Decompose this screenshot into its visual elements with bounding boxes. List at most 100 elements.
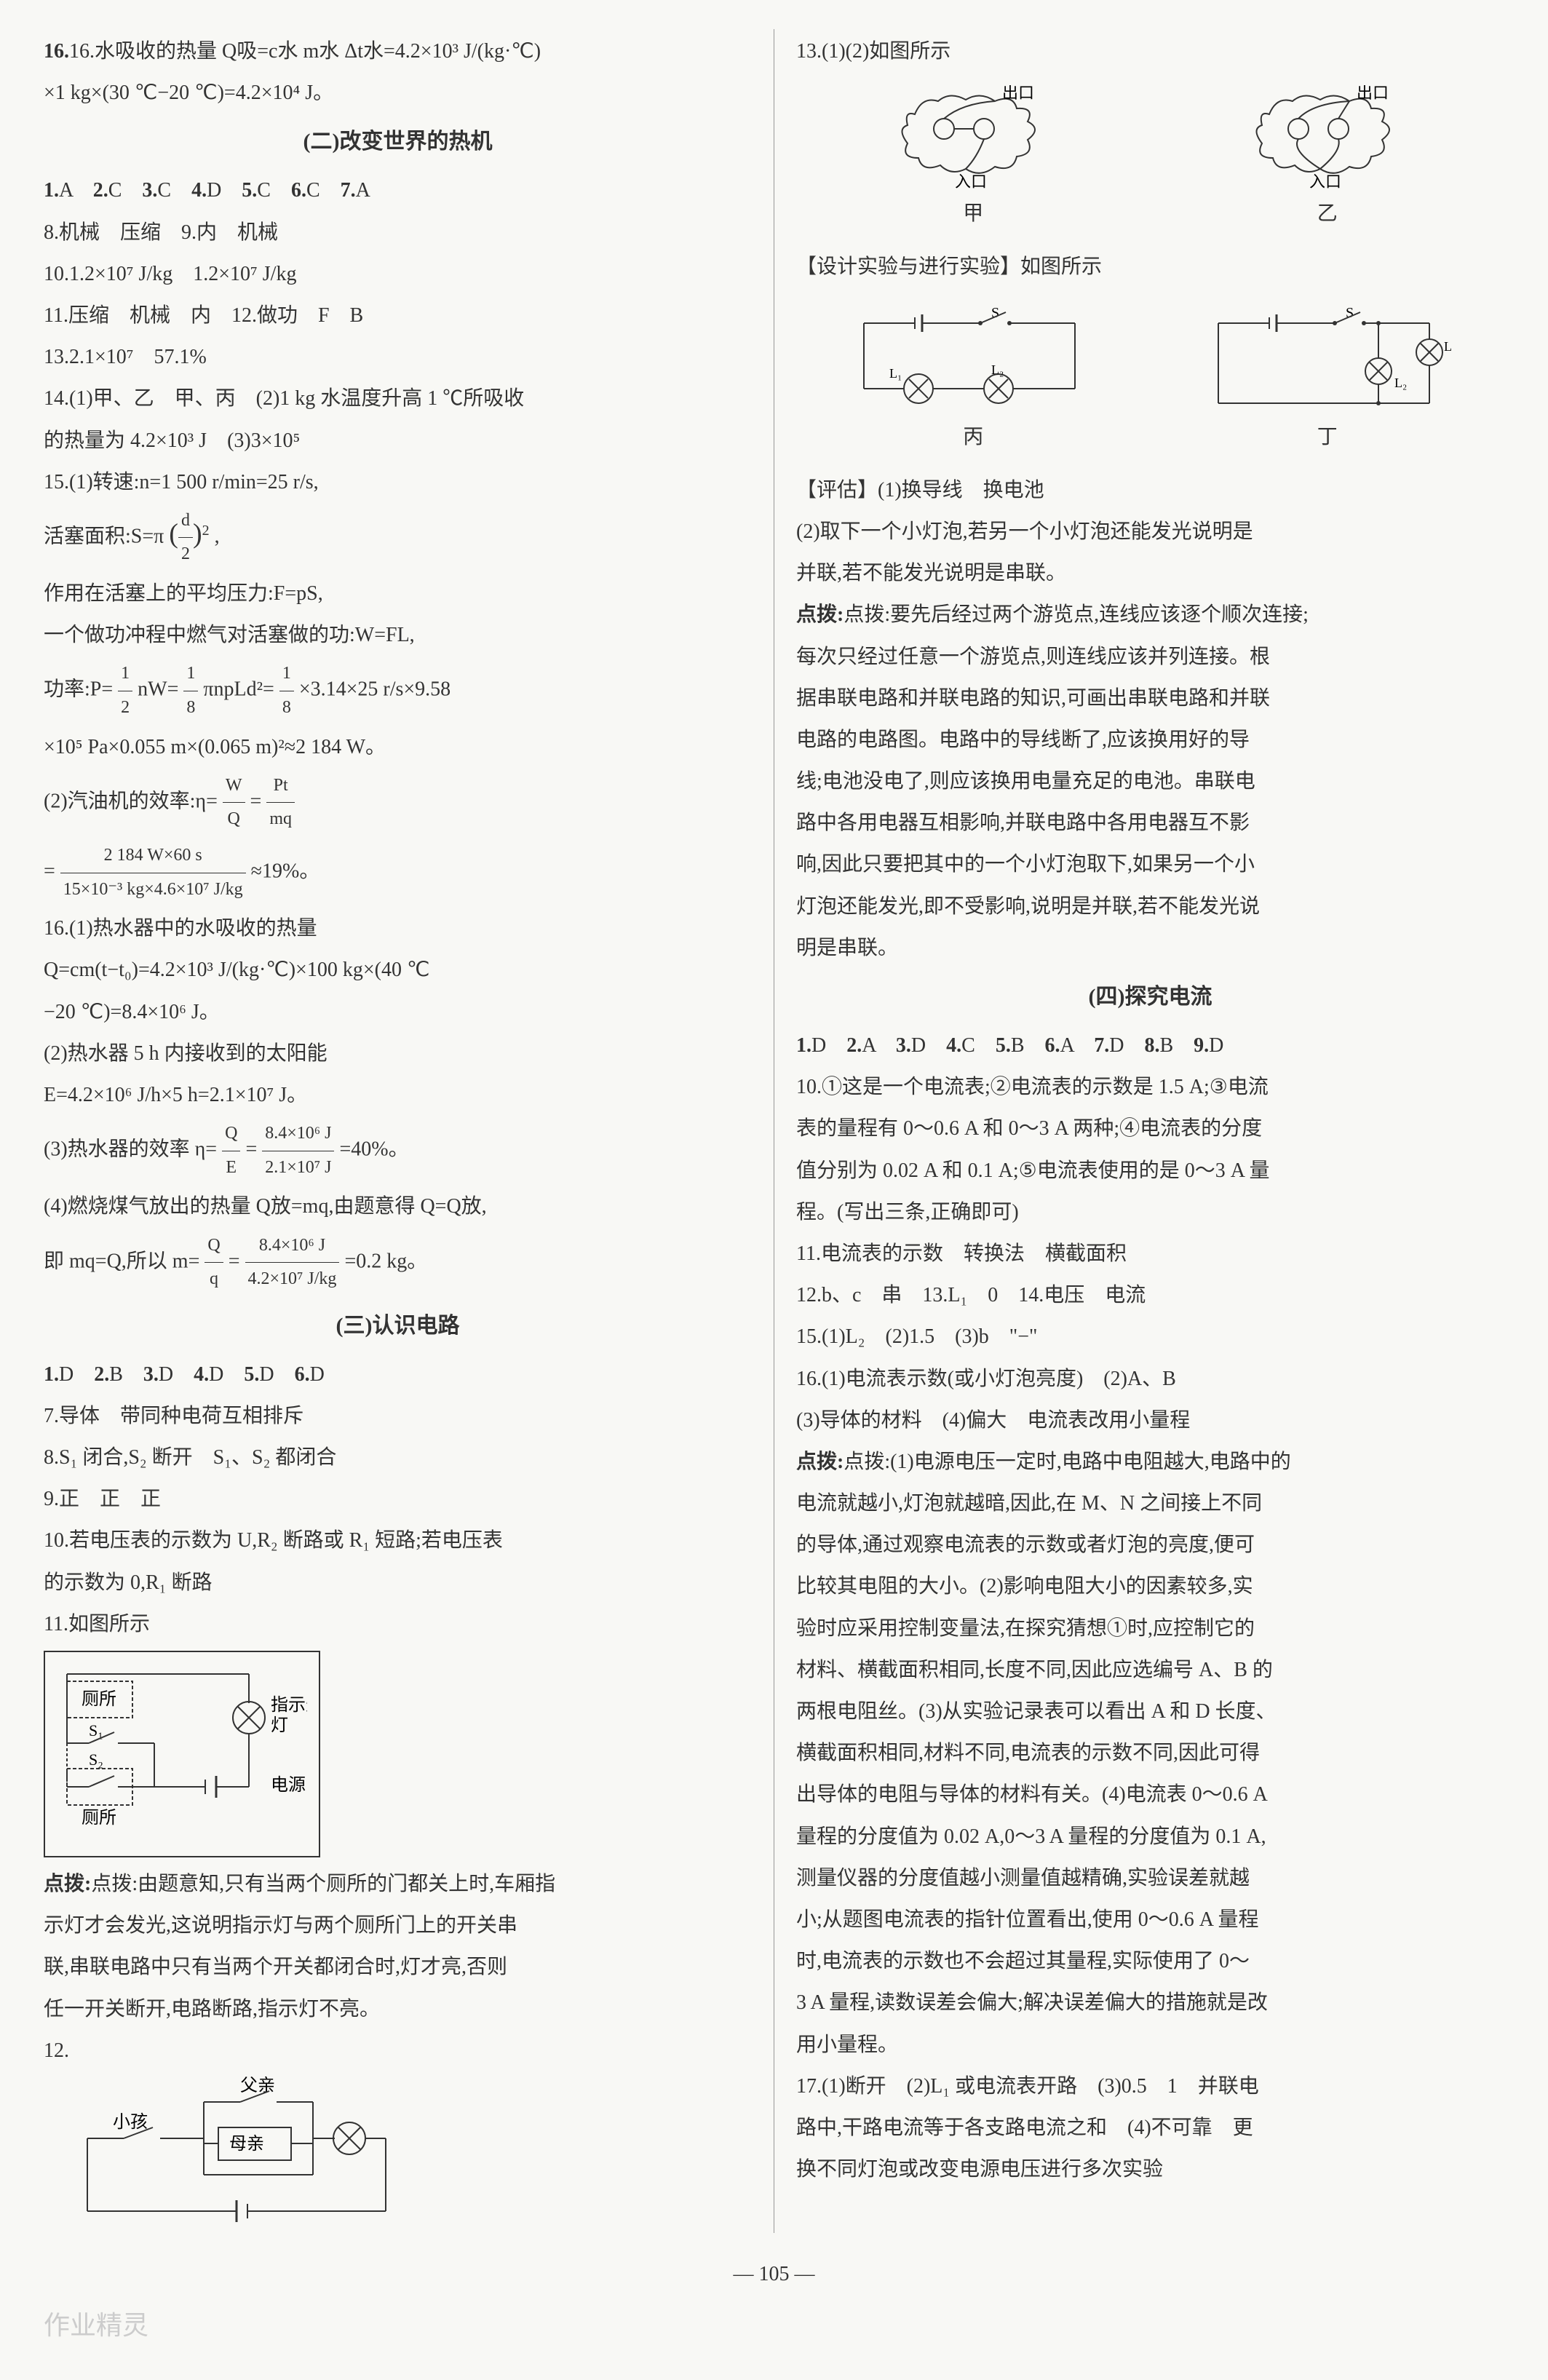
text-line: (2)热水器 5 h 内接收到的太阳能 (44, 1034, 752, 1073)
text-line: 示灯才会发光,这说明指示灯与两个厕所门上的开关串 (44, 1906, 752, 1945)
text-line: 1.D 2.A 3.D 4.C 5.B 6.A 7.D 8.B 9.D (796, 1026, 1504, 1065)
frac-den: 2.1×10⁷ J (262, 1151, 334, 1185)
page-number: — 105 — (44, 2255, 1504, 2293)
text-line: 用小量程。 (796, 2026, 1504, 2064)
maze-svg-jia: 出口 入口 (893, 85, 1053, 194)
text-line: 的示数为 0,R₁ 断路 (44, 1563, 752, 1602)
text-line: 并联,若不能发光说明是串联。 (796, 554, 1504, 592)
text-line: 10.①这是一个电流表;②电流表的示数是 1.5 A;③电流 (796, 1068, 1504, 1106)
section-title-2: (二)改变世界的热机 (44, 121, 752, 162)
circuit-ding: S L₁ (1204, 301, 1451, 418)
frac-den: 8 (183, 691, 198, 725)
section-title-4: (四)探究电流 (796, 976, 1504, 1018)
txt: =40%。 (339, 1138, 408, 1161)
text-line: 功率:P= 12 nW= 18 πnpLd²= 18 ×3.14×25 r/s×… (44, 657, 752, 724)
txt: 活塞面积:S=π (44, 525, 164, 547)
section-title-3: (三)认识电路 (44, 1305, 752, 1346)
text-line: 一个做功冲程中燃气对活塞做的功:W=FL, (44, 616, 752, 654)
frac-num: Q (205, 1229, 223, 1264)
text-line: 11.如图所示 (44, 1605, 752, 1643)
text-line: 响,因此只要把其中的一个小灯泡取下,如果另一个小 (796, 845, 1504, 884)
frac-num: 1 (279, 657, 294, 691)
text-line: E=4.2×10⁶ J/h×5 h=2.1×10⁷ J。 (44, 1076, 752, 1114)
svg-text:出口: 出口 (1357, 85, 1389, 102)
watermark: 作业精灵 (44, 2301, 1504, 2350)
text-line: 比较其电阻的大小。(2)影响电阻大小的因素较多,实 (796, 1567, 1504, 1606)
text-line: 联,串联电路中只有当两个开关都闭合时,灯才亮,否则 (44, 1948, 752, 1986)
svg-text:S₁: S₁ (89, 1721, 103, 1740)
svg-text:L₁: L₁ (889, 366, 902, 381)
text-line: 验时应采用控制变量法,在探究猜想①时,应控制它的 (796, 1609, 1504, 1648)
text-line: 时,电流表的示数也不会超过其量程,实际使用了 0～ (796, 1942, 1504, 1980)
text-line: 每次只经过任意一个游览点,则连线应该并列连接。根 (796, 638, 1504, 676)
text-line: 的导体,通过观察电流表的示数或者灯泡的亮度,便可 (796, 1526, 1504, 1564)
frac-num: Pt (266, 769, 295, 804)
frac-den: 15×10⁻³ kg×4.6×10⁷ J/kg (60, 873, 246, 907)
svg-text:S₂: S₂ (89, 1750, 103, 1769)
txt: = (229, 1250, 240, 1272)
circuit-svg: 厕所 S₁ 厕所 S₂ 指示灯 灯 (60, 1667, 307, 1841)
text-line: 据串联电路和并联电路的知识,可画出串联电路和并联 (796, 679, 1504, 718)
txt: 点拨:(1)电源电压一定时,电路中电阻越大,电路中的 (844, 1451, 1290, 1473)
svg-text:小孩: 小孩 (113, 2112, 148, 2132)
text-line: 12. (44, 2031, 752, 2070)
txt: 即 mq=Q,所以 m= (44, 1250, 199, 1272)
text-line: 任一开关断开,电路断路,指示灯不亮。 (44, 1990, 752, 2028)
text-line: 活塞面积:S=π (d2)2 , (44, 504, 752, 571)
text-line: (4)燃烧煤气放出的热量 Q放=mq,由题意得 Q=Q放, (44, 1187, 752, 1226)
diagram-maze: 出口 入口 甲 出口 入口 乙 (796, 78, 1504, 240)
text-line: 电流就越小,灯泡就越暗,因此,在 M、N 之间接上不同 (796, 1484, 1504, 1523)
text-line: = 2 184 W×60 s15×10⁻³ kg×4.6×10⁷ J/kg ≈1… (44, 839, 752, 906)
text-line: 明是串联。 (796, 929, 1504, 967)
frac-den: Q (223, 803, 245, 836)
text-line: 1.A 2.C 3.C 4.D 5.C 6.C 7.A (44, 171, 752, 210)
text-line: 16.(1)电流表示数(或小灯泡亮度) (2)A、B (796, 1360, 1504, 1398)
text-line: 15.(1)L₂ (2)1.5 (3)b "−" (796, 1317, 1504, 1356)
text-line: (2)取下一个小灯泡,若另一个小灯泡还能发光说明是 (796, 512, 1504, 551)
frac-den: mq (266, 803, 295, 836)
txt: (3)热水器的效率 η= (44, 1138, 217, 1161)
text-line: 小;从题图电流表的指针位置看出,使用 0～0.6 A 量程 (796, 1900, 1504, 1939)
text-line: 16.(1)热水器中的水吸收的热量 (44, 909, 752, 948)
txt: = (245, 1138, 257, 1161)
svg-text:L₁: L₁ (1444, 339, 1451, 354)
text-line: 换不同灯泡或改变电源电压进行多次实验 (796, 2150, 1504, 2189)
text-line: 17.(1)断开 (2)L₁ 或电流表开路 (3)0.5 1 并联电 (796, 2067, 1504, 2106)
frac-den: q (205, 1263, 223, 1296)
svg-text:入口: 入口 (955, 172, 987, 191)
txt: =0.2 kg。 (344, 1250, 427, 1272)
text-line: 点拨:点拨:(1)电源电压一定时,电路中电阻越大,电路中的 (796, 1443, 1504, 1481)
label-jia: 甲 (893, 194, 1053, 233)
txt: 16.水吸收的热量 Q吸=c水 m水 Δt水=4.2×10³ J/(kg·℃) (69, 40, 541, 63)
text-line: Q=cm(t−t₀)=4.2×10³ J/(kg·℃)×100 kg×(40 ℃ (44, 951, 752, 989)
text-line: 10.1.2×10⁷ J/kg 1.2×10⁷ J/kg (44, 255, 752, 293)
frac-num: 1 (118, 657, 132, 691)
svg-text:出口: 出口 (1002, 85, 1034, 102)
diagram-toilet-circuit: 厕所 S₁ 厕所 S₂ 指示灯 灯 (44, 1651, 320, 1857)
text-line: 出导体的电阻与导体的材料有关。(4)电流表 0～0.6 A (796, 1775, 1504, 1814)
text-line: ×1 kg×(30 ℃−20 ℃)=4.2×10⁴ J。 (44, 74, 752, 112)
text-line: −20 ℃)=8.4×10⁶ J。 (44, 993, 752, 1031)
diagram-circuits: S L₂ L₁ (796, 294, 1504, 464)
text-line: 15.(1)转速:n=1 500 r/min=25 r/s, (44, 463, 752, 501)
text-line: 测量仪器的分度值越小测量值越精确,实验误差就越 (796, 1859, 1504, 1897)
frac-num: 2 184 W×60 s (60, 839, 246, 873)
maze-svg-yi: 出口 入口 (1247, 85, 1408, 194)
text-line: 路中各用电器互相影响,并联电路中各用电器互不影 (796, 804, 1504, 842)
text-line: 灯泡还能发光,即不受影响,说明是并联,若不能发光说 (796, 887, 1504, 926)
text-line: ×10⁵ Pa×0.055 m×(0.065 m)²≈2 184 W。 (44, 728, 752, 766)
label-ding: 丁 (1204, 418, 1451, 456)
svg-text:父亲: 父亲 (240, 2076, 275, 2095)
text-line: 路中,干路电流等于各支路电流之和 (4)不可靠 更 (796, 2109, 1504, 2147)
text-line: (2)汽油机的效率:η= WQ = Ptmq (44, 769, 752, 836)
text-line: 8.S₁ 闭合,S₂ 断开 S₁、S₂ 都闭合 (44, 1438, 752, 1477)
text-line: 11.电流表的示数 转换法 横截面积 (796, 1234, 1504, 1273)
text-line: 10.若电压表的示数为 U,R₂ 断路或 R₁ 短路;若电压表 (44, 1521, 752, 1560)
text-line: 程。(写出三条,正确即可) (796, 1193, 1504, 1231)
label-bing: 丙 (849, 418, 1097, 456)
text-line: 点拨:点拨:由题意知,只有当两个厕所的门都关上时,车厢指 (44, 1865, 752, 1903)
page-container: 16.16.水吸收的热量 Q吸=c水 m水 Δt水=4.2×10³ J/(kg·… (44, 29, 1504, 2233)
txt: = (250, 790, 262, 812)
text-line: 线;电池没电了,则应该换用电量充足的电池。串联电 (796, 762, 1504, 801)
diagram-family-circuit: 父亲 小孩 母亲 (44, 2073, 752, 2233)
